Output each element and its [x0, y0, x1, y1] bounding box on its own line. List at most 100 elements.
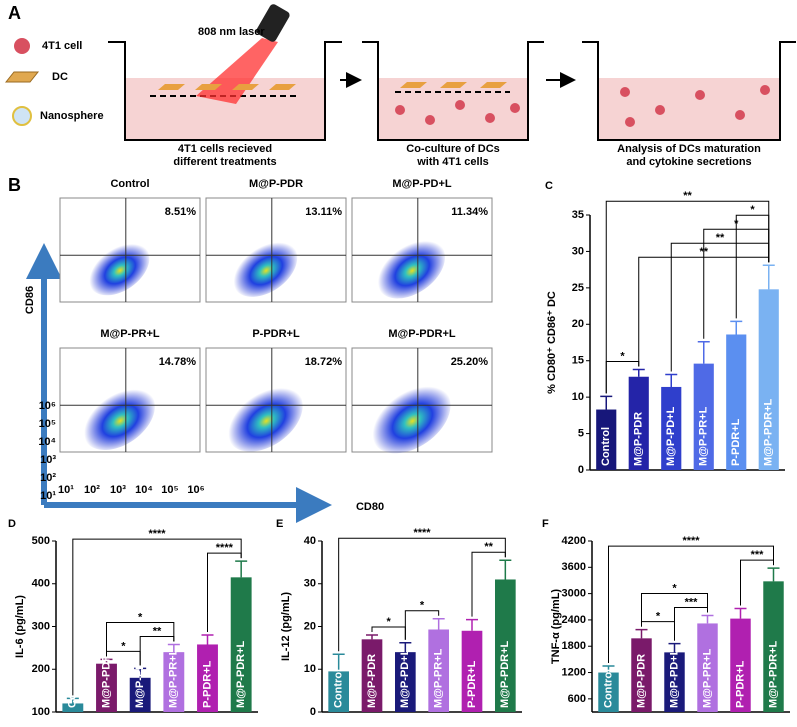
bar	[428, 629, 449, 712]
bar	[730, 618, 751, 712]
x-tick-label: 10²	[84, 484, 100, 496]
bar	[664, 652, 685, 712]
bar	[598, 672, 619, 712]
error-bar	[66, 697, 79, 704]
bar	[726, 334, 747, 470]
cell-cloud	[371, 384, 451, 454]
well	[362, 41, 544, 141]
plot-title: M@P-PD+L	[392, 178, 452, 190]
category-label: P-PDR+L	[730, 418, 742, 466]
cell-cloud	[226, 385, 303, 452]
cell-cloud	[376, 238, 446, 299]
category-label: Control	[602, 669, 614, 708]
bar	[661, 386, 682, 470]
error-bar	[235, 560, 248, 578]
category-label: M@P-PD+L	[399, 648, 411, 708]
panel-letter: C	[545, 180, 553, 192]
error-bar	[466, 618, 478, 631]
error-bar	[499, 559, 512, 580]
significance-stars: **	[716, 232, 725, 244]
bar	[758, 289, 779, 470]
x-tick-label: 10⁴	[135, 484, 153, 496]
significance-bracket	[605, 200, 770, 394]
plot-title: P-PDR+L	[252, 328, 300, 340]
y-tick-label: 20	[572, 318, 584, 330]
y-tick-label: 0	[310, 706, 316, 718]
quadrant-percent: 25.20%	[451, 356, 489, 368]
significance-bracket	[641, 593, 708, 627]
significance-bracket	[106, 621, 175, 657]
significance-stars: ****	[216, 542, 234, 554]
x-tick-label: 10¹	[58, 484, 74, 496]
y-tick-label: 20	[304, 620, 316, 632]
y-axis-title: TNF-α (pg/mL)	[550, 589, 562, 665]
panel-letter: A	[8, 3, 21, 23]
y-tick-label: 40	[304, 535, 316, 547]
category-label: M@P-PR+L	[698, 406, 710, 466]
error-bar	[432, 618, 445, 630]
bar	[628, 376, 649, 470]
category-label: M@P-PDR	[635, 654, 647, 708]
category-label: M@P-PR+L	[701, 648, 713, 708]
step-label: different treatments	[173, 156, 276, 168]
bar	[62, 703, 84, 712]
error-bar	[734, 607, 747, 619]
y-tick-label: 300	[32, 620, 50, 632]
error-bar	[632, 368, 645, 377]
y-tick-label: 100	[32, 706, 50, 718]
y-axis-title: IL-12 (pg/mL)	[280, 592, 292, 661]
category-label: M@P-PD+L	[134, 648, 146, 708]
panel-letter: B	[8, 175, 21, 195]
bar	[395, 652, 416, 712]
category-label: Control	[600, 427, 612, 466]
y-tick-label: 1200	[562, 666, 586, 678]
significance-stars: **	[153, 625, 162, 637]
category-label: Control	[333, 669, 345, 708]
nanosphere-icon	[12, 106, 32, 126]
error-bar	[201, 634, 214, 645]
category-label: M@P-PDR+L	[499, 640, 511, 708]
category-label: M@P-PDR+L	[763, 398, 775, 466]
step-label: Analysis of DCs maturation	[617, 143, 761, 155]
y-tick-label: 200	[32, 663, 50, 675]
error-bar	[665, 373, 678, 387]
bar	[495, 579, 516, 712]
category-label: P-PDR+L	[201, 660, 213, 708]
step-label: Co-culture of DCs	[406, 143, 500, 155]
error-bar	[602, 665, 615, 673]
bar	[197, 644, 218, 712]
y-tick-label: 30	[304, 578, 316, 590]
category-label: M@P-PD+L	[665, 406, 677, 466]
legend-label: DC	[52, 71, 68, 83]
dc-icon	[4, 71, 40, 83]
bar	[361, 639, 383, 712]
y-tick-label: 400	[32, 578, 50, 590]
y-tick-label: 2400	[562, 614, 586, 626]
significance-stars: *	[420, 600, 425, 612]
error-bar	[701, 614, 714, 624]
panel-letter: F	[542, 518, 549, 530]
legend-label: Nanosphere	[40, 110, 104, 122]
y-tick-label: 10²	[40, 472, 56, 484]
error-bar	[100, 658, 113, 664]
y-tick-label: 15	[572, 355, 584, 367]
quadrant-percent: 14.78%	[159, 356, 197, 368]
legend-icons	[4, 38, 40, 126]
y-tick-label: 3000	[562, 588, 586, 600]
x-tick-label: 10⁶	[187, 484, 204, 496]
significance-bracket	[641, 621, 675, 641]
plot-title: M@P-PDR	[249, 178, 303, 190]
bar	[596, 409, 617, 470]
panel-letter: D	[8, 518, 16, 530]
y-tick-label: 10³	[40, 454, 56, 466]
bar	[697, 623, 718, 712]
plot-title: Control	[110, 178, 149, 190]
x-tick-label: 10³	[110, 484, 126, 496]
error-bar	[600, 395, 613, 410]
bar	[129, 677, 151, 712]
significance-bracket	[338, 537, 506, 652]
y-tick-label: 1800	[562, 640, 586, 652]
y-tick-label: 3600	[562, 561, 586, 573]
category-label: M@P-PR+L	[433, 648, 445, 708]
bar	[461, 630, 483, 712]
